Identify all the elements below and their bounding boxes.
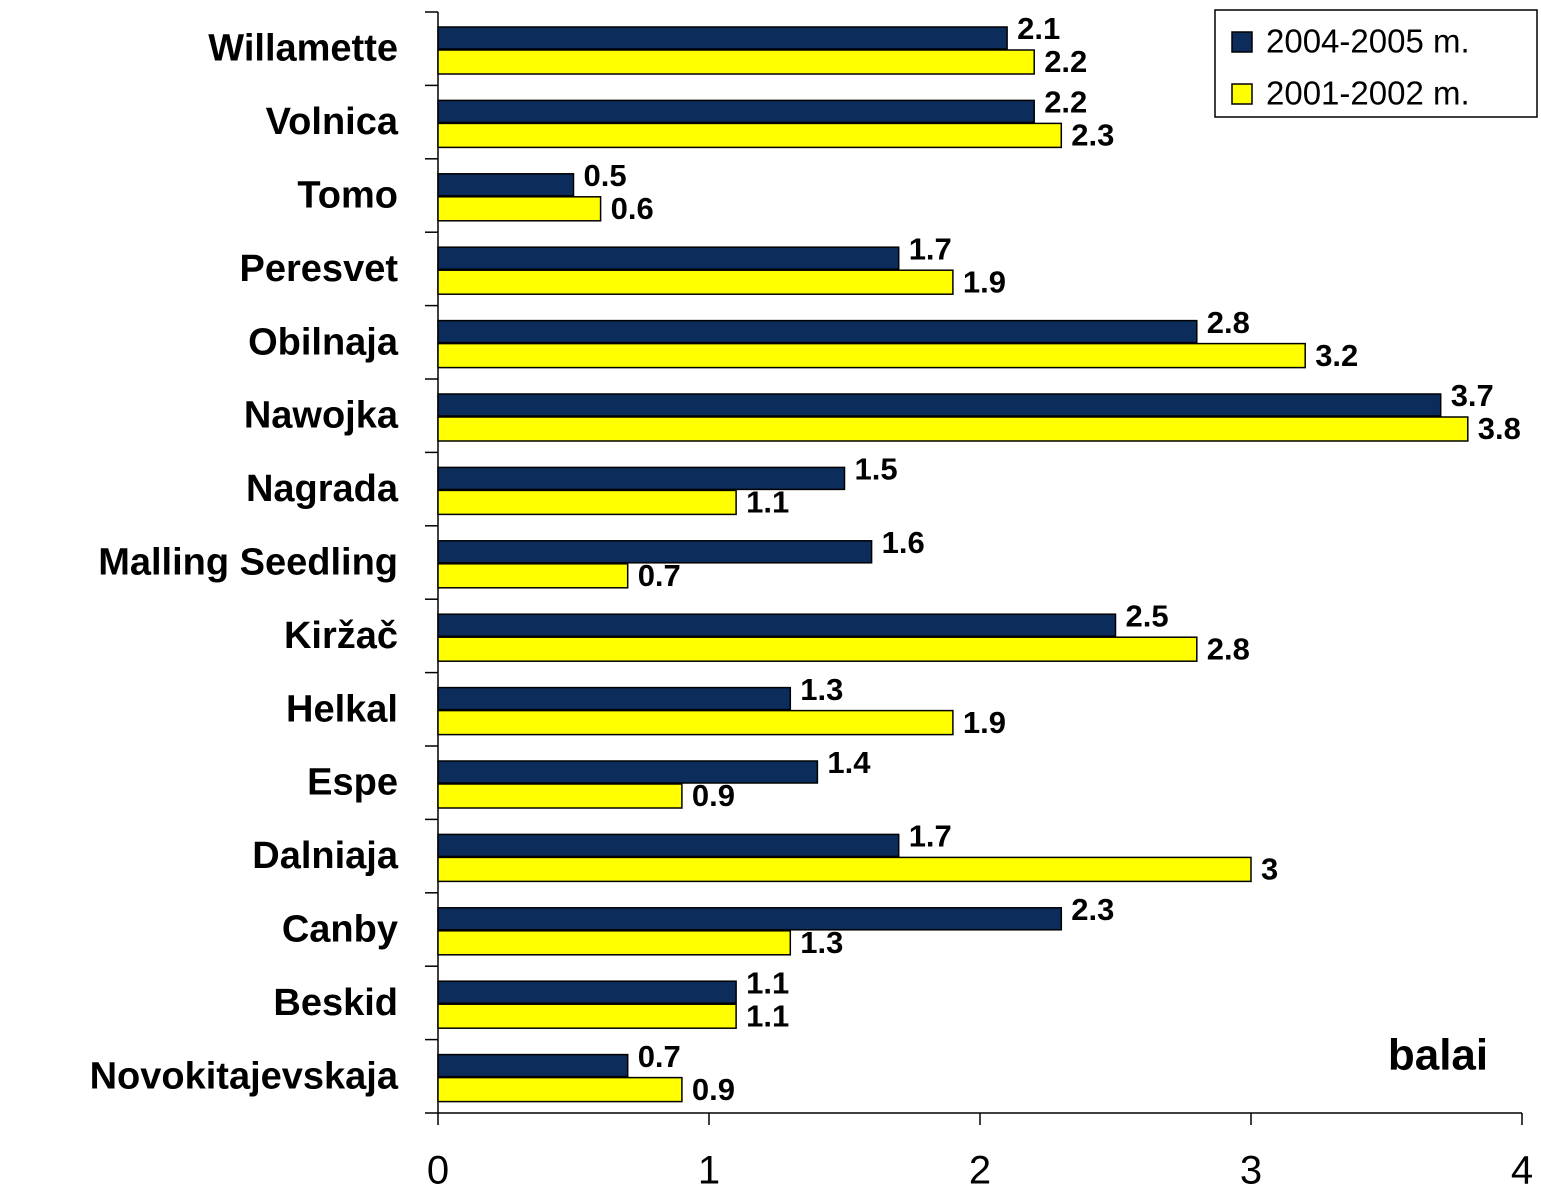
category-label: Canby <box>282 909 398 951</box>
bar <box>437 930 792 956</box>
value-label: 1.3 <box>800 672 843 707</box>
bar <box>437 489 737 516</box>
value-label: 3.7 <box>1451 378 1494 413</box>
value-label: 2.3 <box>1071 892 1114 927</box>
value-label: 0.7 <box>638 1039 681 1074</box>
value-label: 2.3 <box>1071 118 1114 153</box>
x-tick-label: 2 <box>969 1149 991 1189</box>
category-label: Tomo <box>297 175 398 217</box>
value-label: 0.5 <box>584 158 627 193</box>
category-label: Volnica <box>266 101 399 143</box>
x-tick-label: 0 <box>427 1149 449 1189</box>
bar <box>437 173 575 197</box>
legend-box <box>1214 9 1538 118</box>
bar <box>437 246 900 270</box>
value-label: 2.1 <box>1017 11 1060 46</box>
bar <box>437 393 1442 417</box>
value-label: 1.5 <box>855 452 898 487</box>
bar <box>437 856 1252 883</box>
bar <box>437 319 1198 344</box>
value-label: 1.1 <box>746 485 789 520</box>
bar <box>437 122 1063 149</box>
bar <box>437 686 792 711</box>
value-label: 0.9 <box>692 778 735 813</box>
value-label: 0.7 <box>638 558 681 593</box>
bar <box>437 980 737 1004</box>
x-tick-label: 3 <box>1240 1149 1262 1189</box>
value-label: 0.9 <box>692 1072 735 1107</box>
category-label: Willamette <box>208 28 398 70</box>
category-label: Helkal <box>286 688 398 730</box>
bar <box>437 1076 683 1103</box>
bar <box>437 342 1306 369</box>
bar <box>437 709 954 736</box>
bar <box>437 760 819 784</box>
category-label: Espe <box>307 762 398 804</box>
bar <box>437 99 1035 124</box>
value-label: 2.8 <box>1207 631 1250 666</box>
value-label: 3.8 <box>1478 411 1521 446</box>
bar <box>437 196 602 222</box>
bar <box>437 783 683 809</box>
category-label: Beskid <box>273 982 398 1024</box>
category-label: Dalniaja <box>252 835 399 877</box>
bar <box>437 833 900 858</box>
category-label: Obilnaja <box>248 321 399 363</box>
bar <box>437 26 1008 50</box>
value-label: 3.2 <box>1315 338 1358 373</box>
legend-label: 2001-2002 m. <box>1266 75 1470 112</box>
bar <box>437 907 1063 931</box>
category-label: Kiržač <box>284 615 398 657</box>
value-label: 2.2 <box>1044 44 1087 79</box>
legend-label: 2004-2005 m. <box>1266 23 1470 60</box>
bar <box>437 1003 737 1029</box>
value-label: 0.6 <box>611 191 654 226</box>
annotation: balai <box>1388 1031 1488 1080</box>
value-label: 2.2 <box>1044 85 1087 120</box>
value-label: 2.5 <box>1126 598 1169 633</box>
bar <box>437 49 1035 75</box>
value-label: 1.4 <box>827 745 871 780</box>
value-label: 3 <box>1261 852 1278 887</box>
bar <box>437 540 873 564</box>
category-label: Nawojka <box>244 395 399 437</box>
bar <box>437 416 1469 442</box>
value-label: 1.3 <box>800 925 843 960</box>
bar <box>437 563 629 589</box>
x-tick-label: 4 <box>1511 1149 1533 1189</box>
value-label: 1.1 <box>746 965 789 1000</box>
value-label: 2.8 <box>1207 305 1250 340</box>
value-label: 1.9 <box>963 264 1006 299</box>
bar <box>437 269 954 295</box>
bar <box>437 1053 629 1078</box>
category-label: Novokitajevskaja <box>90 1055 399 1097</box>
value-label: 1.1 <box>746 998 789 1033</box>
bar <box>437 613 1117 637</box>
bar <box>437 466 846 491</box>
category-label: Malling Seedling <box>98 542 398 584</box>
bar <box>437 636 1198 662</box>
category-label: Nagrada <box>246 468 399 510</box>
legend-swatch <box>1231 31 1253 53</box>
value-label: 1.7 <box>909 819 952 854</box>
value-label: 1.6 <box>882 525 925 560</box>
category-label: Peresvet <box>240 248 399 290</box>
value-label: 1.9 <box>963 705 1006 740</box>
x-tick-label: 1 <box>698 1149 720 1189</box>
legend-swatch <box>1231 83 1253 105</box>
value-label: 1.7 <box>909 231 952 266</box>
